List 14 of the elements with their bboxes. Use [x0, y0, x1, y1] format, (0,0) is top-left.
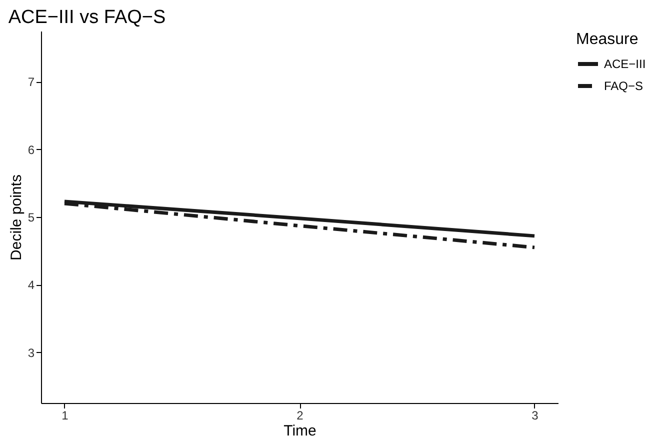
chart-title: ACE−III vs FAQ−S	[8, 7, 166, 28]
y-tick-label: 7	[28, 75, 35, 90]
y-tick-label: 4	[28, 278, 35, 292]
x-axis-title: Time	[284, 422, 316, 440]
y-tick-label: 6	[28, 142, 35, 157]
y-axis-title: Decile points	[8, 174, 25, 260]
x-tick-label: 1	[62, 408, 69, 422]
y-tick-label: 3	[28, 346, 35, 360]
x-tick-label: 3	[532, 408, 539, 422]
legend-label: ACE−III	[604, 57, 646, 71]
y-tick-label: 5	[28, 210, 35, 224]
x-tick-label: 2	[296, 408, 304, 422]
legend-label: FAQ−S	[604, 79, 644, 93]
legend-title: Measure	[576, 31, 638, 48]
